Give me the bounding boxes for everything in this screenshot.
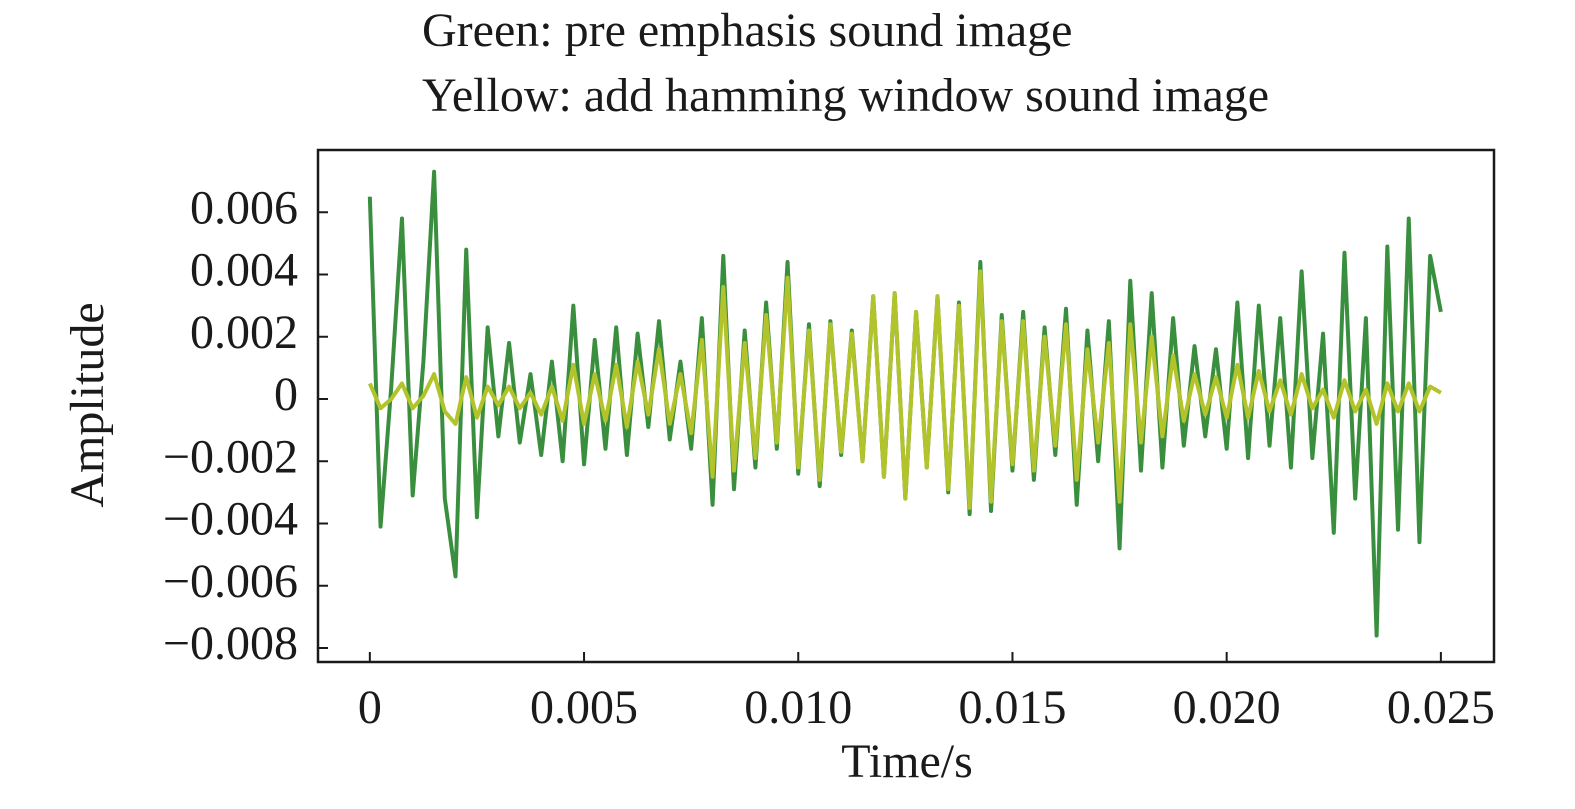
x-tick-label: 0: [358, 681, 382, 734]
x-tick-label: 0.005: [530, 681, 638, 734]
x-tick-label: 0.025: [1387, 681, 1495, 734]
plot-frame: [316, 148, 1496, 664]
series-line: [368, 269, 1442, 510]
x-tick-label: 0.015: [958, 681, 1066, 734]
y-tick-label: −0.004: [163, 493, 298, 546]
y-tick-label: 0.004: [190, 244, 298, 297]
y-tick-label: −0.008: [163, 617, 298, 670]
annotation: Yellow: add hamming window sound image: [422, 69, 1269, 122]
y-tick-label: 0.006: [190, 181, 298, 234]
annotation: Green: pre emphasis sound image: [422, 4, 1072, 57]
x-tick-label: 0.020: [1173, 681, 1281, 734]
x-axis-label: Time/s: [841, 735, 973, 788]
y-tick-label: 0.002: [190, 306, 298, 359]
y-tick-label: −0.006: [163, 555, 298, 608]
x-tick-label: 0.010: [744, 681, 852, 734]
y-tick-label: 0: [274, 368, 298, 421]
series-line: [367, 169, 1443, 638]
y-axis-label: Amplitude: [61, 302, 114, 507]
y-tick-label: −0.002: [163, 430, 298, 483]
